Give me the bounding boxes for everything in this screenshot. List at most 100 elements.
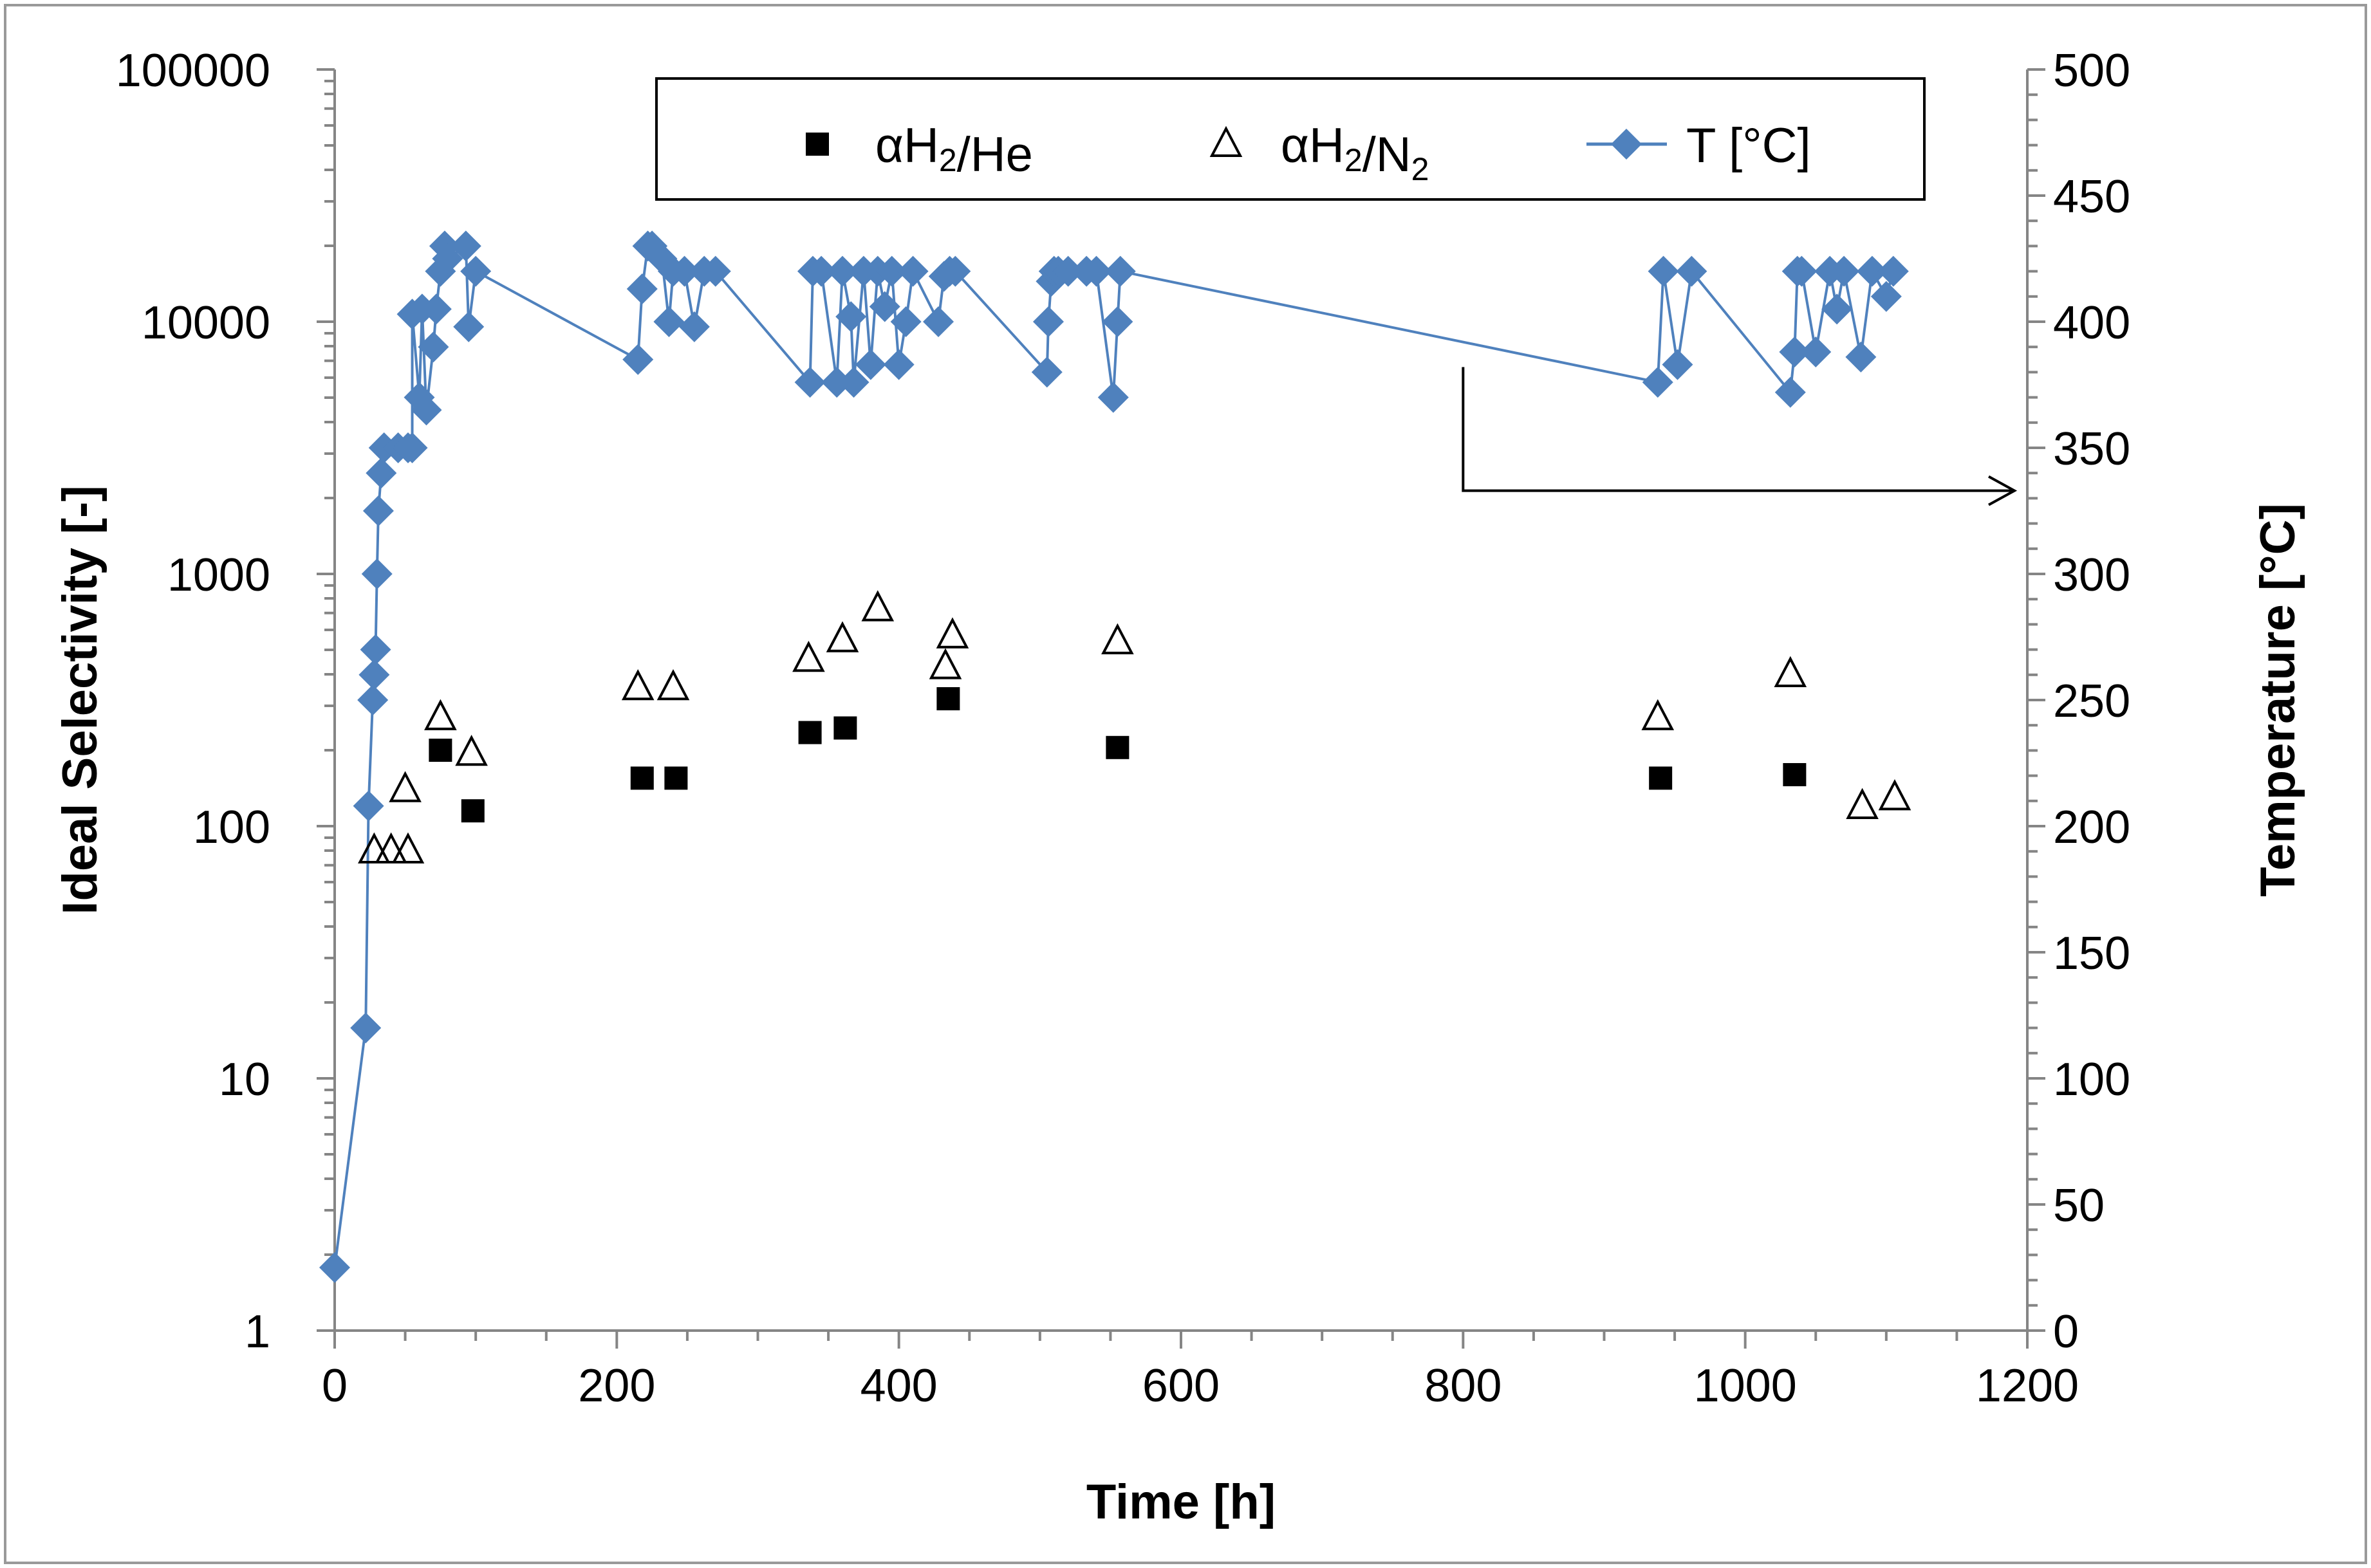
temperature-point [1779,337,1810,368]
right-tick-label: 100 [2053,1054,2130,1105]
temperature-point [700,255,731,287]
temperature-point [366,457,397,489]
temperature-point [1845,341,1877,373]
temperature-point [357,685,389,715]
temperature-point [418,331,449,363]
temperature-point [838,367,869,398]
legend-marker-he [806,133,829,156]
selectivity-h2-he-point [664,766,688,790]
temperature-point [940,255,971,287]
selectivity-h2-n2-point [1774,656,1807,687]
temperature-point [1052,255,1084,287]
temperature-point [1870,281,1902,312]
right-tick-label: 150 [2053,928,2130,979]
temperature-point [358,659,390,690]
temperature-point [411,394,442,426]
legend: αH2/He αH2/N2 T [°C] [655,77,1926,201]
legend-label-he: αH2/He [875,118,1033,182]
left-tick-label: 1000 [167,549,270,601]
temperature-point [835,301,867,333]
selectivity-h2-n2-point [389,771,422,802]
x-tick-label: 400 [860,1360,938,1412]
selectivity-h2-n2-point [1641,699,1675,730]
axes-layer: 1101001000100001000000501001502002503003… [53,45,2305,1529]
right-tick-label: 250 [2053,676,2130,727]
legend-text-part: 2 [1411,151,1429,187]
temperature-point [827,255,858,287]
right-tick-label: 200 [2053,802,2130,853]
selectivity-h2-he-point [461,799,485,823]
x-tick-label: 800 [1424,1360,1502,1412]
legend-text-part: 2 [1344,142,1362,178]
x-tick-label: 200 [578,1360,655,1412]
temperature-point [453,311,485,342]
x-tick-label: 1200 [1976,1360,2079,1412]
selectivity-h2-he-point [429,738,452,762]
temperature-point [460,255,492,287]
temperature-point [669,255,700,287]
temperature-point [1648,255,1679,287]
temperature-point [353,790,384,822]
series-temperature [319,230,1909,1283]
temperature-point [1676,255,1707,287]
right-tick-label: 500 [2053,45,2130,97]
selectivity-h2-he-point [1783,762,1807,786]
legend-text-part: /He [957,127,1033,182]
temperature-point [806,255,837,287]
x-tick-label: 600 [1142,1360,1220,1412]
selectivity-h2-n2-point [1846,788,1879,819]
selectivity-h2-he-point [798,721,822,744]
temperature-point [1856,255,1888,287]
temperature-point [1104,255,1136,287]
right-tick-label: 450 [2053,171,2130,223]
selectivity-h2-n2-point [861,590,895,622]
temperature-point [362,495,394,526]
selectivity-h2-he-point [1649,766,1673,790]
temperature-point [350,1012,382,1044]
right-tick-label: 0 [2053,1306,2079,1358]
temperature-point [360,634,391,665]
temperature-point [923,306,954,337]
selectivity-h2-n2-point [656,669,690,701]
temperature-point [420,293,452,325]
annotation-layer [1462,367,2018,506]
series-selectivity-h2-he [429,687,1807,823]
legend-text-part: 2 [939,142,957,178]
legend-text-part: /N [1362,127,1411,182]
temperature-point [1821,293,1853,325]
legend-label-n2: αH2/N2 [1281,118,1429,187]
temperature-point [396,432,428,463]
temperature-point [869,291,900,322]
figure-border [4,4,2367,1564]
right-tick-label: 50 [2053,1180,2105,1231]
temperature-point [626,273,658,305]
left-tick-label: 100000 [116,45,270,97]
selectivity-h2-n2-point [358,832,391,863]
annotation-arrow-head [1988,475,2018,506]
temperature-point [678,311,710,342]
selectivity-h2-n2-point [1878,779,1911,811]
left-tick-label: 10000 [142,297,270,349]
legend-text-part: T [°C] [1686,118,1811,173]
temperature-point [1877,255,1909,287]
temperature-point [821,367,853,398]
legend-marker-t [1611,129,1642,160]
legend-box [655,77,1926,201]
right-y-axis-title: Temperature [°C] [2251,503,2305,897]
temperature-point [1031,356,1063,388]
left-tick-label: 10 [219,1054,270,1105]
temperature-point [1786,255,1818,287]
temperature-point [1081,255,1112,287]
selectivity-h2-n2-point [455,734,488,766]
temperature-point [1774,376,1806,408]
temperature-point [876,255,907,287]
temperature-point [855,349,886,380]
selectivity-h2-n2-point [936,617,969,649]
selectivity-h2-he-point [1106,735,1130,759]
selectivity-h2-n2-point [1101,623,1134,654]
left-y-axis-title: Ideal Selectivity [-] [53,485,107,914]
temperature-point [1032,306,1064,337]
temperature-point [890,306,922,337]
selectivity-h2-n2-point [929,648,962,679]
